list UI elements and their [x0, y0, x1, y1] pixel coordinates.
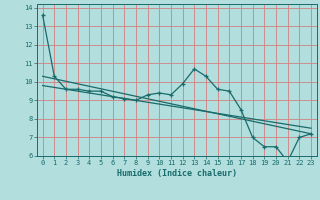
X-axis label: Humidex (Indice chaleur): Humidex (Indice chaleur) — [117, 169, 237, 178]
